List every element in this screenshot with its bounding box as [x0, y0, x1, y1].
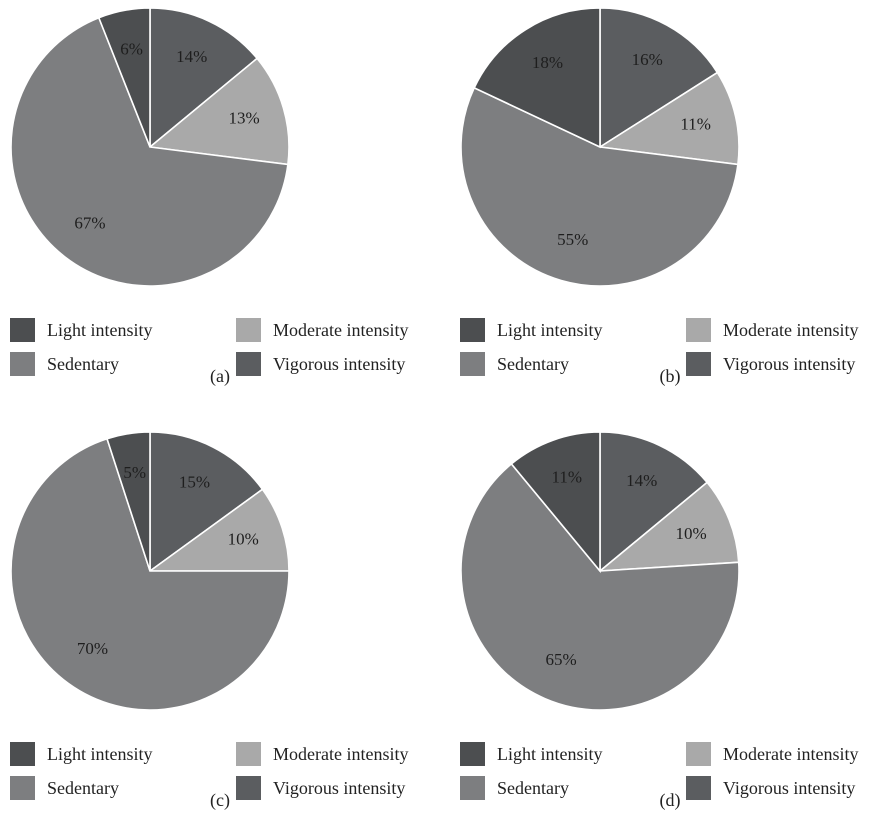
legend-swatch: [10, 318, 35, 342]
legend-swatch: [236, 352, 261, 376]
pie-chart-a: 14% 13% 67% 6%: [10, 7, 290, 287]
pie-slice-label: 18%: [532, 53, 563, 72]
pie-slice-label: 10%: [228, 530, 259, 549]
legend-label: Sedentary: [47, 777, 119, 798]
pie-slice-label: 11%: [680, 115, 711, 134]
legend-swatch: [460, 742, 485, 766]
pie-slice-label: 55%: [557, 230, 588, 249]
pie-slice-moderate-intensity: [597, 481, 740, 572]
legend-item: Vigorous intensity: [686, 776, 855, 800]
legend-item: Sedentary: [10, 776, 119, 800]
legend-a: Light intensity Moderate intensity Seden…: [10, 316, 450, 380]
legend-item: Light intensity: [460, 318, 603, 342]
legend-label: Sedentary: [497, 777, 569, 798]
pie-slice-light-intensity: [599, 431, 709, 573]
legend-item: Sedentary: [460, 776, 569, 800]
legend-item: Vigorous intensity: [236, 776, 405, 800]
pie-slice-label: 16%: [632, 50, 663, 69]
pie-slice-vigorous-intensity: [510, 431, 601, 574]
pie-slice-label: 13%: [229, 109, 260, 128]
legend-swatch: [236, 776, 261, 800]
pie-slice-label: 11%: [552, 468, 583, 487]
pie-panel-d: 14% 10% 65% 11% Light intensity Moderate in…: [450, 424, 887, 834]
pie-slice-label: 67%: [74, 213, 105, 232]
pie-slice-label: 5%: [123, 463, 146, 482]
pie-chart-d: 14% 10% 65% 11%: [460, 431, 740, 711]
legend-label: Light intensity: [47, 743, 153, 764]
legend-swatch: [686, 776, 711, 800]
legend-label: Moderate intensity: [723, 743, 859, 764]
pie-slice-label: 14%: [626, 471, 657, 490]
legend-item: Light intensity: [460, 742, 603, 766]
legend-label: Vigorous intensity: [273, 777, 406, 798]
legend-c: Light intensity Moderate intensity Seden…: [10, 740, 450, 804]
legend-label: Vigorous intensity: [723, 353, 856, 374]
legend-d: Light intensity Moderate intensity Seden…: [460, 740, 887, 804]
pie-slice-label: 10%: [676, 524, 707, 543]
pie-slice-moderate-intensity: [148, 57, 290, 166]
pie-slice-sedentary: [10, 437, 290, 711]
legend-item: Moderate intensity: [686, 742, 858, 766]
pie-slice-moderate-intensity: [147, 488, 290, 572]
legend-label: Moderate intensity: [273, 743, 409, 764]
legend-item: Light intensity: [10, 318, 153, 342]
pie-slice-sedentary: [460, 462, 740, 711]
pie-slice-moderate-intensity: [597, 71, 740, 166]
panel-caption: (b): [659, 366, 681, 386]
legend-label: Light intensity: [497, 743, 603, 764]
legend-item: Moderate intensity: [236, 742, 408, 766]
legend-swatch: [10, 776, 35, 800]
pie-slice-light-intensity: [599, 7, 719, 149]
pie-slice-sedentary: [460, 86, 739, 287]
pie-slice-sedentary: [10, 16, 289, 287]
pie-slice-vigorous-intensity: [106, 431, 151, 572]
legend-item: Moderate intensity: [686, 318, 858, 342]
legend-label: Vigorous intensity: [273, 353, 406, 374]
pie-slice-label: 14%: [176, 47, 207, 66]
pie-panel-c: 15% 10% 70% 5% Light intensity Moderate int…: [0, 424, 440, 834]
pie-slice-light-intensity: [149, 7, 259, 149]
legend-label: Sedentary: [47, 353, 119, 374]
legend-swatch: [686, 352, 711, 376]
pie-chart-c: 15% 10% 70% 5%: [10, 431, 290, 711]
legend-swatch: [460, 776, 485, 800]
panel-caption: (d): [659, 790, 681, 810]
pie-slice-light-intensity: [149, 431, 264, 573]
legend-label: Vigorous intensity: [723, 777, 856, 798]
panel-caption: (c): [210, 790, 230, 810]
pie-panel-a: 14% 13% 67% 6% Light intensity Moderate int…: [0, 0, 440, 410]
pie-slice-label: 6%: [120, 40, 143, 59]
legend-swatch: [460, 352, 485, 376]
pie-panel-b: 16% 11% 55% 18% Light intensity Moderate in…: [450, 0, 887, 410]
legend-item: Light intensity: [10, 742, 153, 766]
legend-label: Light intensity: [47, 319, 153, 340]
pie-chart-b: 16% 11% 55% 18%: [460, 7, 740, 287]
legend-label: Moderate intensity: [273, 319, 409, 340]
legend-label: Sedentary: [497, 353, 569, 374]
pie-slice-label: 70%: [77, 639, 108, 658]
legend-item: Vigorous intensity: [686, 352, 855, 376]
legend-swatch: [686, 318, 711, 342]
legend-item: Sedentary: [10, 352, 119, 376]
legend-item: Vigorous intensity: [236, 352, 405, 376]
legend-swatch: [236, 318, 261, 342]
legend-swatch: [10, 742, 35, 766]
pie-slice-label: 15%: [179, 473, 210, 492]
legend-b: Light intensity Moderate intensity Seden…: [460, 316, 887, 380]
legend-swatch: [460, 318, 485, 342]
panel-caption: (a): [210, 366, 230, 386]
legend-item: Sedentary: [460, 352, 569, 376]
pie-slice-vigorous-intensity: [473, 7, 601, 149]
legend-label: Moderate intensity: [723, 319, 859, 340]
pie-slice-label: 65%: [546, 650, 577, 669]
legend-swatch: [236, 742, 261, 766]
legend-label: Light intensity: [497, 319, 603, 340]
legend-item: Moderate intensity: [236, 318, 408, 342]
legend-swatch: [686, 742, 711, 766]
legend-swatch: [10, 352, 35, 376]
pie-slice-vigorous-intensity: [97, 7, 151, 148]
